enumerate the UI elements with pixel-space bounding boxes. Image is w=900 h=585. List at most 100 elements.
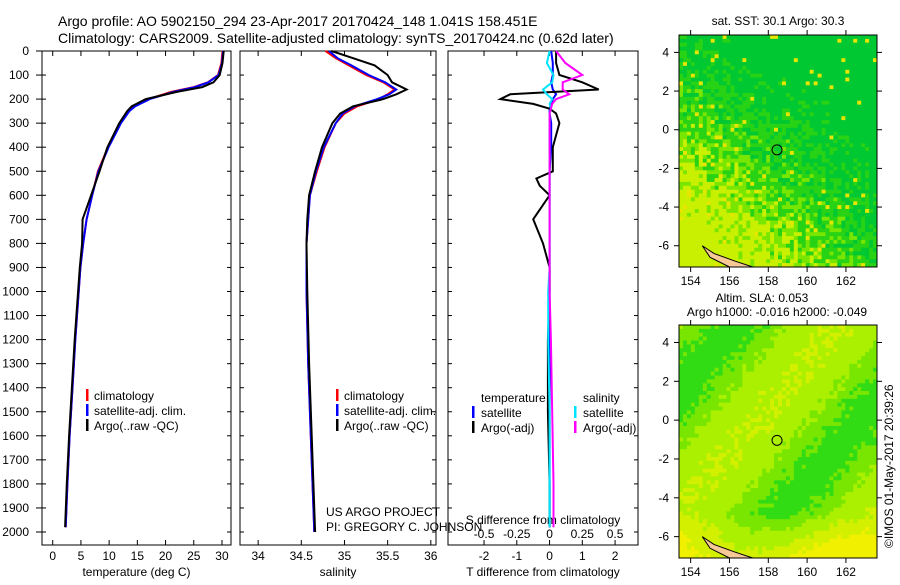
map-cell — [719, 136, 724, 140]
map-cell — [826, 422, 831, 426]
map-cell — [806, 43, 811, 47]
map-cell — [794, 259, 799, 263]
map-cell — [683, 344, 688, 348]
map-cell — [814, 116, 819, 120]
map-cell — [849, 337, 854, 341]
map-cell — [715, 163, 720, 167]
map-cell — [782, 151, 787, 155]
map-cell — [731, 101, 736, 105]
map-cell — [861, 182, 866, 186]
map-cell — [703, 155, 708, 159]
map-cell — [679, 445, 684, 449]
map-cell — [703, 387, 708, 391]
map-cell — [857, 209, 862, 213]
map-cell — [822, 54, 827, 58]
map-cell — [707, 147, 712, 151]
map-cell — [723, 85, 728, 89]
map-cell — [750, 434, 755, 438]
map-cell — [794, 58, 799, 62]
map-cell — [719, 337, 724, 341]
map-cell — [782, 344, 787, 348]
map-cell — [687, 167, 692, 171]
map-cell — [727, 101, 732, 105]
map-cell — [719, 217, 724, 221]
map-cell — [802, 217, 807, 221]
map-cell — [830, 387, 835, 391]
map-cell — [849, 442, 854, 446]
map-cell — [833, 240, 838, 244]
map-cell — [703, 201, 708, 205]
map-cell — [790, 151, 795, 155]
map-cell — [719, 379, 724, 383]
map-cell — [806, 259, 811, 263]
map-cell — [691, 325, 696, 329]
map-cell — [683, 116, 688, 120]
map-cell — [703, 43, 708, 47]
map-cell — [734, 39, 739, 43]
map-cell — [798, 186, 803, 190]
map-cell — [750, 62, 755, 66]
map-cell — [679, 85, 684, 89]
map-cell — [833, 35, 838, 39]
map-cell — [746, 449, 751, 453]
map-cell — [798, 387, 803, 391]
map-cell — [810, 85, 815, 89]
map-cell — [699, 391, 704, 395]
map-cell — [746, 151, 751, 155]
map-cell — [810, 116, 815, 120]
map-cell — [845, 89, 850, 93]
map-cell — [742, 120, 747, 124]
map-cell — [734, 201, 739, 205]
map-cell — [810, 151, 815, 155]
map-cell — [833, 344, 838, 348]
map-cell — [691, 449, 696, 453]
map-cell — [683, 325, 688, 329]
map-cell — [762, 54, 767, 58]
map-cell — [742, 410, 747, 414]
map-cell — [833, 228, 838, 232]
map-cell — [861, 395, 866, 399]
map-cell — [742, 124, 747, 128]
map-cell — [837, 395, 842, 399]
map-cell — [679, 155, 684, 159]
map-cell — [679, 352, 684, 356]
map-cell — [691, 341, 696, 345]
map-cell — [806, 364, 811, 368]
map-cell — [833, 89, 838, 93]
map-cell — [746, 368, 751, 372]
map-cell — [683, 201, 688, 205]
map-cell — [738, 445, 743, 449]
map-cell — [810, 136, 815, 140]
map-cell — [762, 124, 767, 128]
map-cell — [715, 132, 720, 136]
copyright-text: ©IMOS 01-May-2017 20:39:26 — [882, 384, 896, 548]
map-cell — [810, 438, 815, 442]
map-cell — [798, 139, 803, 143]
map-cell — [742, 453, 747, 457]
map-cell — [841, 105, 846, 109]
map-cell — [711, 426, 716, 430]
map-cell — [723, 155, 728, 159]
map-cell — [826, 89, 831, 93]
map-cell — [818, 418, 823, 422]
map-cell — [734, 236, 739, 240]
map-cell — [830, 136, 835, 140]
map-cell — [770, 217, 775, 221]
map-cell — [699, 442, 704, 446]
map-cell — [731, 236, 736, 240]
map-cell — [738, 391, 743, 395]
map-cell — [758, 344, 763, 348]
map-cell — [758, 414, 763, 418]
map-cell — [869, 225, 874, 229]
map-cell — [691, 54, 696, 58]
map-cell — [758, 101, 763, 105]
map-cell — [818, 178, 823, 182]
map-cell — [786, 81, 791, 85]
map-cell — [703, 391, 708, 395]
map-cell — [750, 155, 755, 159]
map-cell — [814, 163, 819, 167]
map-cell — [746, 120, 751, 124]
map-cell — [845, 348, 850, 352]
map-cell — [841, 62, 846, 66]
map-cell — [849, 139, 854, 143]
